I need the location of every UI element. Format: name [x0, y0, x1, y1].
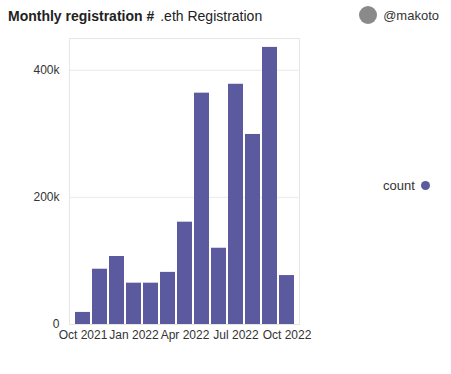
svg-text:Jul 2022: Jul 2022 — [213, 328, 259, 342]
svg-text:Oct 2021: Oct 2021 — [59, 328, 108, 342]
svg-text:0: 0 — [52, 317, 60, 332]
html-text:count: count — [383, 178, 415, 193]
svg-text:Apr 2022: Apr 2022 — [161, 328, 210, 342]
svg-text:Jan 2022: Jan 2022 — [109, 328, 159, 342]
html-text:Monthly registration # .eth Re: Monthly registration # .eth Registration — [8, 8, 263, 24]
html-text:@makoto: @makoto — [383, 7, 439, 23]
svg-text:Oct 2022: Oct 2022 — [263, 328, 312, 342]
svg-text:200k: 200k — [33, 190, 60, 204]
svg-text:400k: 400k — [33, 63, 60, 77]
